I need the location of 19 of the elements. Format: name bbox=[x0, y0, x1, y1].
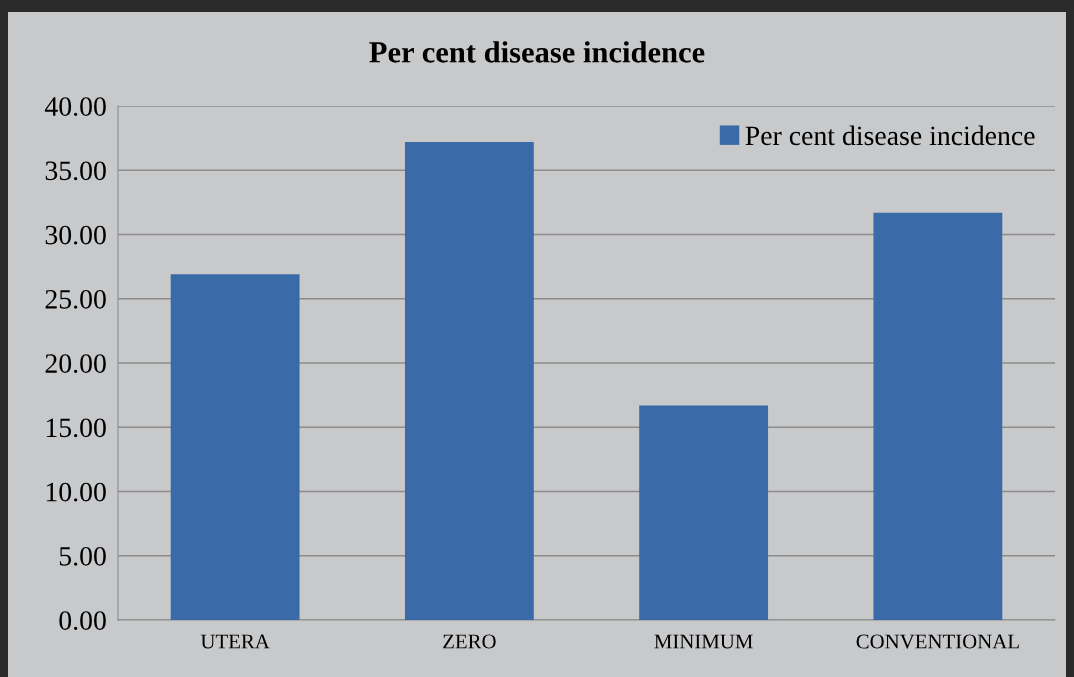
legend-label: Per cent disease incidence bbox=[745, 125, 1035, 146]
y-tick-label: 15.00 bbox=[46, 418, 106, 438]
bar bbox=[639, 405, 769, 620]
y-tick-label: 25.00 bbox=[45, 289, 106, 309]
y-tick-label: 30.00 bbox=[45, 225, 106, 245]
x-tick-label: MINIMUM bbox=[654, 634, 753, 649]
y-tick-label: 20.00 bbox=[45, 354, 106, 374]
y-tick-label: 10.00 bbox=[46, 482, 106, 502]
x-tick-label: CONVENTIONAL bbox=[856, 634, 1019, 649]
y-tick-label: 0.00 bbox=[59, 611, 106, 631]
bar bbox=[170, 274, 300, 620]
bar bbox=[404, 141, 534, 620]
y-tick-label: 40.00 bbox=[44, 97, 106, 117]
x-tick-label: UTERA bbox=[200, 634, 270, 649]
y-tick-label: 5.00 bbox=[59, 546, 106, 566]
bar bbox=[873, 212, 1003, 620]
chart-title: Per cent disease incidence bbox=[369, 41, 705, 63]
y-tick-label: 35.00 bbox=[45, 161, 106, 181]
x-tick-label: ZERO bbox=[443, 634, 496, 649]
